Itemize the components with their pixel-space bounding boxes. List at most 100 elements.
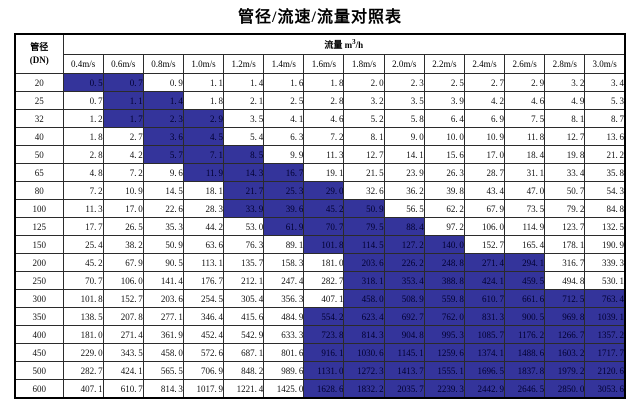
flow-cell: 723. 8 xyxy=(303,325,345,344)
flow-cell: 25. 3 xyxy=(263,181,305,200)
dn-cell: 450 xyxy=(14,343,64,362)
flow-cell: 1259. 6 xyxy=(423,343,465,362)
flow-cell: 4. 2 xyxy=(463,91,506,110)
flow-cell: 1085. 7 xyxy=(463,325,506,344)
flow-cell: 61. 9 xyxy=(263,217,305,236)
flow-cell: 458. 0 xyxy=(142,343,184,362)
flow-cell: 2. 1 xyxy=(223,91,265,110)
dn-cell: 150 xyxy=(14,235,64,254)
flow-cell: 21. 7 xyxy=(223,181,265,200)
dn-cell: 40 xyxy=(14,127,64,146)
flow-cell: 101. 8 xyxy=(303,235,345,254)
flow-cell: 9. 0 xyxy=(383,127,425,146)
flow-cell: 22. 6 xyxy=(142,199,184,218)
table-header: 管径 (DN) 流量 m3/h 0.4m/s 0.6m/s 0.8m/s 1.0m/s… xyxy=(14,33,626,74)
flow-cell: 318. 1 xyxy=(343,271,385,290)
flow-cell: 2. 0 xyxy=(343,73,385,92)
dn-cell: 300 xyxy=(14,289,64,308)
velocity-header: 1.6m/s xyxy=(303,54,345,74)
flow-cell: 39. 6 xyxy=(263,199,305,218)
unit-header-row: 管径 (DN) 流量 m3/h xyxy=(14,33,626,74)
flow-cell: 494. 8 xyxy=(544,271,586,290)
flow-cell: 2. 7 xyxy=(463,73,506,92)
flow-cell: 3. 9 xyxy=(423,91,465,110)
flow-cell: 44. 2 xyxy=(182,217,225,236)
flow-cell: 207. 8 xyxy=(102,307,144,326)
flow-cell: 113. 1 xyxy=(182,253,225,272)
flow-cell: 661. 6 xyxy=(504,289,546,308)
flow-cell: 407. 1 xyxy=(62,379,104,399)
flow-cell: 610. 7 xyxy=(463,289,506,308)
flow-cell: 1. 8 xyxy=(303,73,345,92)
flow-cell: 294. 1 xyxy=(504,253,546,272)
flow-cell: 1. 6 xyxy=(263,73,305,92)
flow-cell: 1039. 1 xyxy=(584,307,626,326)
velocity-header: 0.8m/s xyxy=(142,54,184,74)
flow-cell: 0. 7 xyxy=(102,73,144,92)
flow-cell: 39. 8 xyxy=(423,181,465,200)
flow-cell: 0. 5 xyxy=(62,73,104,92)
flow-cell: 2035. 7 xyxy=(383,379,425,399)
flow-cell: 158. 3 xyxy=(263,253,305,272)
flow-cell: 814. 3 xyxy=(142,379,184,399)
flow-cell: 388. 8 xyxy=(423,271,465,290)
flow-cell: 1696. 5 xyxy=(463,361,506,380)
flow-cell: 848. 2 xyxy=(223,361,265,380)
flow-cell: 5. 2 xyxy=(343,109,385,128)
flow-cell: 28. 7 xyxy=(463,163,506,182)
flow-unit-header: 流量 m3/h xyxy=(62,33,626,55)
flow-cell: 54. 3 xyxy=(584,181,626,200)
flow-cell: 763. 4 xyxy=(584,289,626,308)
pipe-diameter-unit: (DN) xyxy=(29,55,49,65)
flow-cell: 21. 5 xyxy=(343,163,385,182)
flow-cell: 762. 0 xyxy=(423,307,465,326)
flow-cell: 7. 2 xyxy=(62,181,104,200)
flow-cell: 1017. 9 xyxy=(182,379,225,399)
flow-cell: 1555. 1 xyxy=(423,361,465,380)
dn-cell: 500 xyxy=(14,361,64,380)
table-row: 100 11. 3 17. 0 22. 6 28. 3 33. 9 39. 6 45. 2 50… xyxy=(14,199,626,218)
flow-cell: 79. 2 xyxy=(544,199,586,218)
flow-cell: 3. 6 xyxy=(142,127,184,146)
flow-cell: 141. 4 xyxy=(142,271,184,290)
flow-cell: 36. 2 xyxy=(383,181,425,200)
flow-cell: 12. 7 xyxy=(343,145,385,164)
flow-cell: 0. 7 xyxy=(62,91,104,110)
dn-cell: 400 xyxy=(14,325,64,344)
flow-cell: 572. 6 xyxy=(182,343,225,362)
velocity-header: 1.0m/s xyxy=(182,54,225,74)
flow-cell: 181. 0 xyxy=(303,253,345,272)
flow-cell: 4. 6 xyxy=(303,109,345,128)
velocity-header: 2.0m/s xyxy=(383,54,425,74)
flow-cell: 152. 7 xyxy=(463,235,506,254)
flow-cell: 89. 1 xyxy=(263,235,305,254)
flow-cell: 50. 9 xyxy=(142,235,184,254)
flow-cell: 2. 8 xyxy=(62,145,104,164)
flow-cell: 4. 9 xyxy=(544,91,586,110)
flow-cell: 356. 3 xyxy=(263,289,305,308)
flow-cell: 1. 1 xyxy=(102,91,144,110)
flow-cell: 623. 4 xyxy=(343,307,385,326)
flow-cell: 633. 3 xyxy=(263,325,305,344)
flow-cell: 254. 5 xyxy=(182,289,225,308)
flow-cell: 3053. 6 xyxy=(584,379,626,399)
dn-cell: 100 xyxy=(14,199,64,218)
table-row: 80 7. 2 10. 9 14. 5 18. 1 21. 7 25. 3 29. 0 32. … xyxy=(14,181,626,200)
flow-cell: 47. 0 xyxy=(504,181,546,200)
flow-cell: 1. 4 xyxy=(142,91,184,110)
flow-cell: 17. 7 xyxy=(62,217,104,236)
flow-cell: 8. 1 xyxy=(544,109,586,128)
flow-cell: 1176. 2 xyxy=(504,325,546,344)
flow-cell: 15. 6 xyxy=(423,145,465,164)
flow-cell: 32. 6 xyxy=(343,181,385,200)
flow-cell: 7. 2 xyxy=(102,163,144,182)
flow-cell: 10. 9 xyxy=(102,181,144,200)
dn-cell: 50 xyxy=(14,145,64,164)
flow-cell: 7. 2 xyxy=(303,127,345,146)
flow-cell: 11. 9 xyxy=(182,163,225,182)
flow-cell: 2. 9 xyxy=(504,73,546,92)
flow-cell: 1. 7 xyxy=(102,109,144,128)
flow-cell: 181. 0 xyxy=(62,325,104,344)
flow-cell: 424. 1 xyxy=(102,361,144,380)
